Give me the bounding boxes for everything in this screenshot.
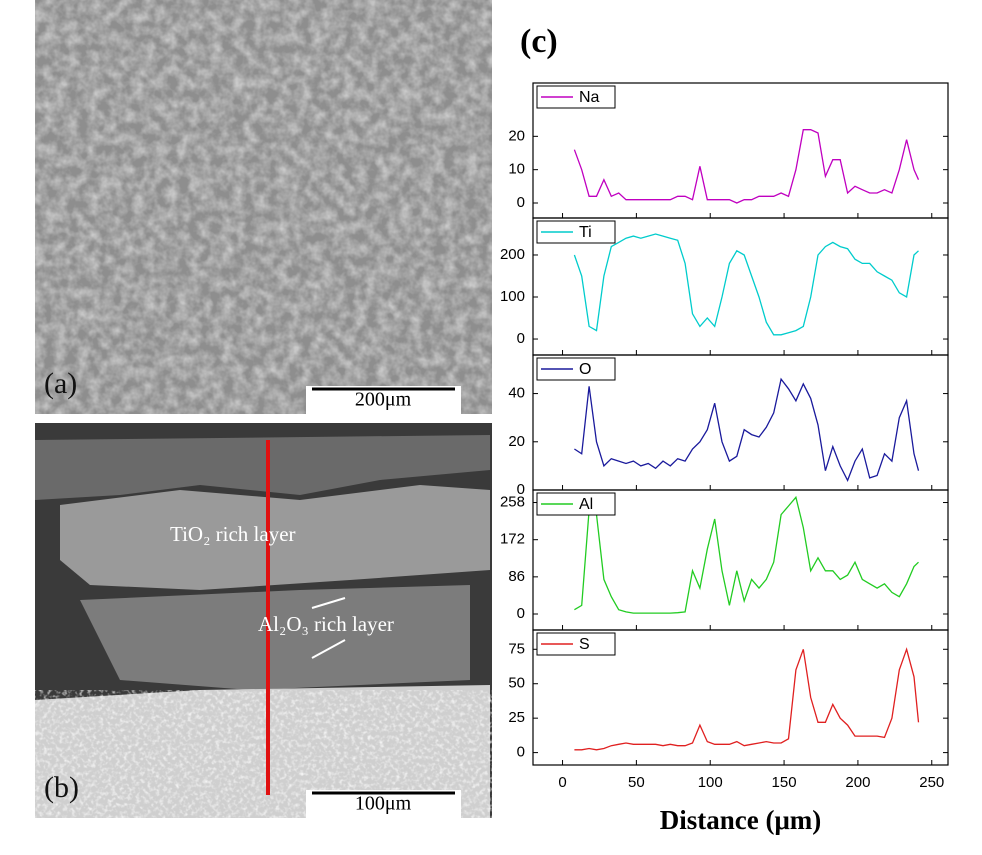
x-axis-label: Distance (μm) xyxy=(660,805,822,835)
legend-label: Al xyxy=(579,496,593,513)
data-line xyxy=(574,647,920,751)
data-line xyxy=(574,377,920,482)
y-tick-label: 0 xyxy=(517,605,525,622)
x-tick-label: 100 xyxy=(698,774,723,791)
legend-label: Na xyxy=(579,89,600,106)
y-tick-label: 10 xyxy=(508,161,525,178)
y-tick-label: 0 xyxy=(517,481,525,498)
y-tick-label: 172 xyxy=(500,531,525,548)
data-line xyxy=(573,233,919,336)
plot-frame xyxy=(532,629,949,766)
x-tick-label: 250 xyxy=(919,774,944,791)
legend-label: Ti xyxy=(579,224,592,241)
arrow xyxy=(311,639,346,659)
panel-label: (c) xyxy=(520,23,558,60)
y-tick-label: 20 xyxy=(508,127,525,144)
arrow xyxy=(311,597,346,609)
y-tick-label: 258 xyxy=(500,493,525,510)
al2o3-layer xyxy=(80,585,470,690)
y-tick-label: 86 xyxy=(508,568,525,585)
x-tick-label: 150 xyxy=(772,774,797,791)
y-tick-label: 25 xyxy=(508,709,525,726)
scale-bar-box xyxy=(306,790,461,818)
annotation: TiO₂ rich layer xyxy=(170,522,296,546)
legend-label: S xyxy=(579,636,590,653)
tio2-layer xyxy=(60,485,490,590)
legend-box xyxy=(536,492,616,516)
data-line xyxy=(574,495,919,614)
sem-texture-a xyxy=(35,0,492,414)
scale-label: 100μm xyxy=(355,793,412,815)
y-tick-label: 0 xyxy=(517,330,525,347)
legend-box xyxy=(536,357,616,381)
x-tick-label: 0 xyxy=(558,774,566,791)
y-tick-label: 75 xyxy=(508,640,525,657)
legend-box xyxy=(536,220,616,244)
scale-bar-box xyxy=(306,386,461,414)
y-tick-label: 20 xyxy=(508,433,525,450)
annotation: Al₂O₃ rich layer xyxy=(258,612,394,636)
y-tick-label: 200 xyxy=(500,246,525,263)
layer xyxy=(35,435,490,500)
x-tick-label: 200 xyxy=(845,774,870,791)
legend-label: O xyxy=(579,361,591,378)
y-tick-label: 40 xyxy=(508,385,525,402)
panel-label: (b) xyxy=(44,771,79,804)
y-tick-label: 50 xyxy=(508,675,525,692)
y-tick-label: 0 xyxy=(517,194,525,211)
legend-box xyxy=(536,632,616,656)
legend-box xyxy=(536,85,616,109)
scale-label: 200μm xyxy=(355,389,412,411)
panel-label: (a) xyxy=(44,367,77,400)
y-tick-label: 100 xyxy=(500,288,525,305)
x-tick-label: 50 xyxy=(628,774,645,791)
data-line xyxy=(573,129,920,204)
y-tick-label: 0 xyxy=(517,744,525,761)
